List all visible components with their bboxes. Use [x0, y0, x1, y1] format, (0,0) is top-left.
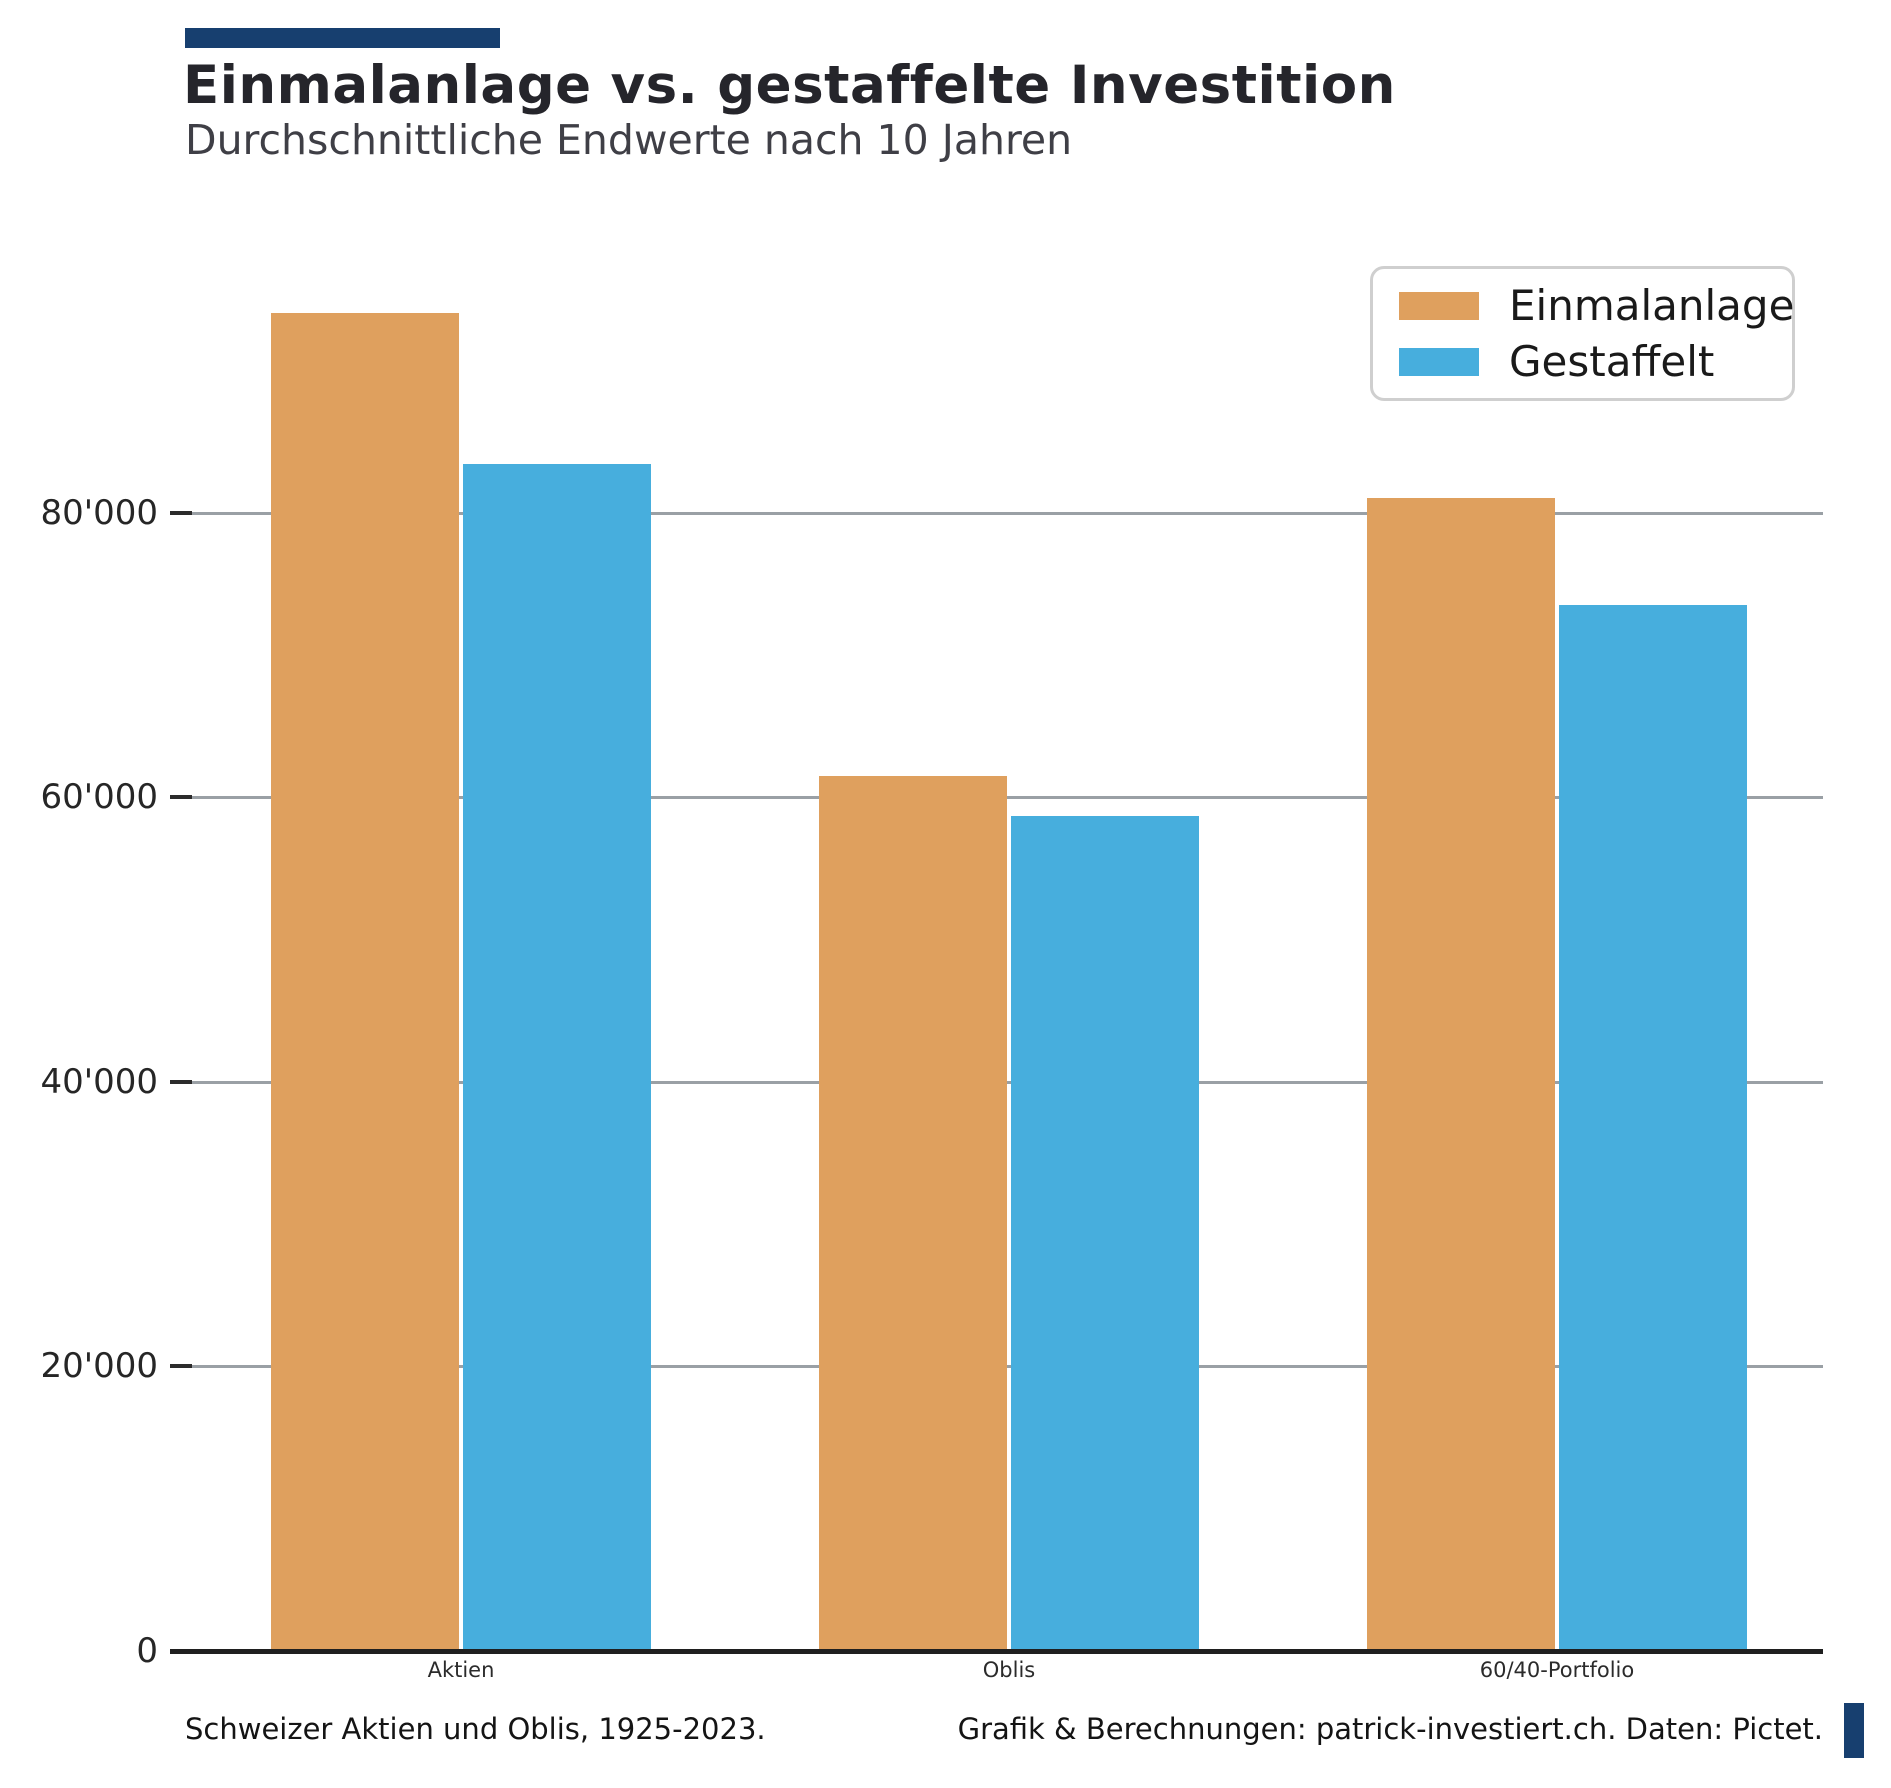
- footer-source-note: Schweizer Aktien und Oblis, 1925-2023.: [185, 1712, 766, 1746]
- x-axis-line: [170, 1649, 1823, 1654]
- y-tick-label-20000: 20'000: [40, 1346, 158, 1387]
- bar-gestaffelt-60-40-portfolio: [1559, 605, 1747, 1651]
- legend-label-einmalanlage: Einmalanlage: [1509, 280, 1795, 330]
- x-category-label-aktien: Aktien: [427, 1658, 495, 1682]
- footer-credit-note: Grafik & Berechnungen: patrick-investier…: [957, 1712, 1823, 1746]
- page-subtitle: Durchschnittliche Endwerte nach 10 Jahre…: [185, 116, 1073, 164]
- y-gridline-60000: [192, 796, 1823, 800]
- brand-mark: [1844, 1703, 1864, 1758]
- y-tick-label-80000: 80'000: [40, 492, 158, 533]
- y-tick-40000: [170, 1079, 192, 1084]
- legend-label-gestaffelt: Gestaffelt: [1509, 336, 1715, 386]
- legend-swatch-gestaffelt-icon: [1399, 347, 1479, 376]
- bar-einmalanlage-oblis: [819, 776, 1007, 1651]
- y-tick-20000: [170, 1364, 192, 1369]
- bar-einmalanlage-aktien: [271, 313, 459, 1651]
- bar-einmalanlage-60-40-portfolio: [1367, 498, 1555, 1651]
- legend-item-gestaffelt: Gestaffelt: [1399, 336, 1772, 386]
- page-title: Einmalanlage vs. gestaffelte Investition: [183, 55, 1396, 116]
- legend-swatch-einmalanlage-icon: [1399, 291, 1479, 320]
- y-tick-60000: [170, 795, 192, 800]
- y-tick-80000: [170, 510, 192, 515]
- bar-gestaffelt-aktien: [463, 464, 651, 1651]
- y-tick-label-60000: 60'000: [40, 777, 158, 818]
- y-tick-label-0: 0: [136, 1631, 158, 1671]
- y-gridline-20000: [192, 1365, 1823, 1369]
- y-tick-label-40000: 40'000: [40, 1061, 158, 1102]
- chart-legend: Einmalanlage Gestaffelt: [1370, 266, 1795, 401]
- x-category-label-60-40-portfolio: 60/40-Portfolio: [1479, 1658, 1635, 1682]
- x-category-label-oblis: Oblis: [982, 1658, 1036, 1682]
- legend-item-einmalanlage: Einmalanlage: [1399, 284, 1794, 327]
- y-gridline-40000: [192, 1080, 1823, 1084]
- y-gridline-80000: [192, 511, 1823, 515]
- title-accent-bar: [185, 28, 500, 48]
- bar-gestaffelt-oblis: [1011, 816, 1199, 1651]
